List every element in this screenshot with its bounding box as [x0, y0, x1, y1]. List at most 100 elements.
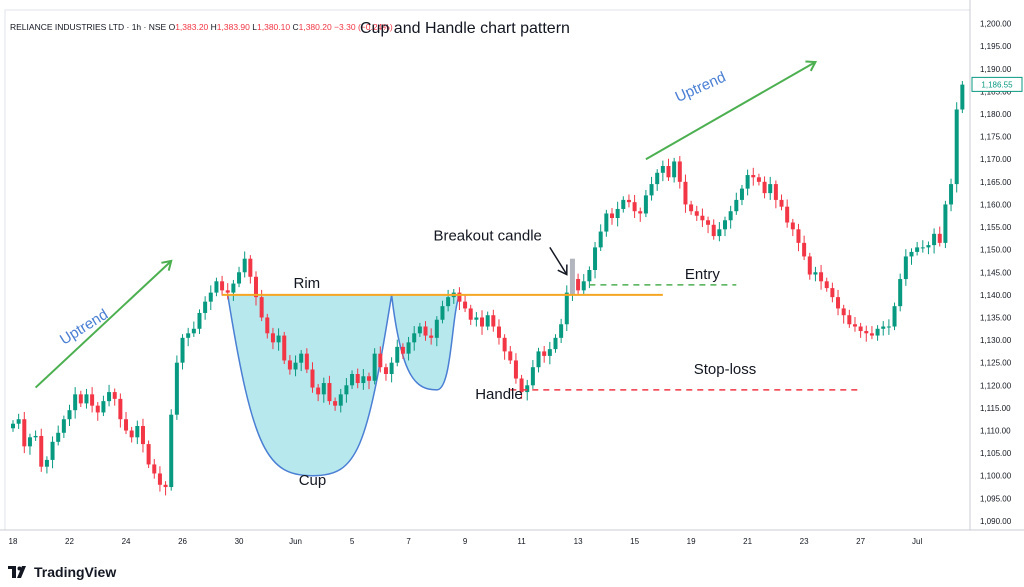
uptrend-arrow-right-head	[805, 60, 818, 72]
candle	[50, 436, 55, 469]
candle	[214, 277, 219, 297]
candle-body	[259, 297, 264, 318]
candle-body	[90, 394, 95, 406]
candle	[406, 336, 411, 361]
price-tick-label: 1,180.00	[980, 110, 1012, 119]
price-tick-label: 1,170.00	[980, 155, 1012, 164]
candle	[598, 224, 603, 252]
candle-body	[220, 281, 225, 291]
candle	[27, 433, 32, 455]
candle-body	[892, 306, 897, 327]
candle	[355, 368, 360, 389]
time-tick-label: 11	[517, 537, 526, 546]
candle-body	[310, 369, 315, 388]
candle-body	[564, 292, 569, 325]
price-tick-label: 1,110.00	[980, 427, 1011, 436]
candle-body	[118, 398, 123, 420]
candle-body	[508, 351, 513, 361]
last-price-label: 1,186.55	[981, 80, 1013, 89]
candle	[270, 327, 275, 350]
symbol-name: RELIANCE INDUSTRIES LTD · 1h · NSE	[10, 22, 167, 32]
candle-body	[502, 337, 507, 352]
candle	[836, 289, 841, 316]
candle-body	[474, 317, 479, 320]
candle	[949, 178, 954, 212]
candle-body	[350, 374, 355, 386]
candle-body	[643, 195, 648, 214]
candle	[237, 266, 242, 288]
candle-body	[723, 220, 728, 230]
candle	[101, 395, 106, 417]
candle-body	[367, 376, 372, 381]
candle	[163, 481, 168, 496]
candle	[67, 404, 72, 426]
candle-body	[824, 281, 829, 289]
candle	[932, 228, 937, 254]
candle-body	[830, 288, 835, 298]
candle-body	[180, 337, 185, 363]
candle-body	[638, 211, 643, 214]
candle-body	[355, 374, 360, 384]
candle	[898, 273, 903, 312]
price-tick-label: 1,165.00	[980, 178, 1012, 187]
candle	[129, 426, 134, 443]
time-tick-label: 9	[463, 537, 468, 546]
candle	[338, 388, 343, 413]
candle	[61, 415, 66, 438]
candle	[22, 411, 27, 454]
candle-body	[389, 362, 394, 374]
candle-body	[372, 353, 377, 381]
tradingview-logo: TradingView	[8, 564, 116, 580]
price-tick-label: 1,160.00	[980, 200, 1012, 209]
candle-body	[886, 326, 891, 328]
candle-body	[333, 401, 338, 406]
candle-body	[909, 251, 914, 257]
price-tick-label: 1,185.00	[980, 87, 1012, 96]
candle-body	[626, 199, 631, 203]
price-tick-label: 1,105.00	[980, 449, 1012, 458]
candle-body	[417, 326, 422, 334]
candle	[576, 273, 581, 294]
candle-body	[496, 326, 501, 338]
candle-body	[581, 281, 586, 291]
candle-body	[440, 306, 445, 320]
candle	[779, 194, 784, 211]
candle-body	[480, 317, 485, 327]
candle	[395, 339, 400, 367]
candle	[756, 173, 761, 186]
candle-body	[112, 392, 117, 399]
candle-body	[615, 208, 620, 218]
price-tick-label: 1,155.00	[980, 223, 1012, 232]
candle	[564, 285, 569, 332]
candle-body	[513, 360, 518, 379]
high-label: H	[210, 22, 217, 32]
candle-body	[406, 342, 411, 354]
candle	[412, 326, 417, 351]
candle-body	[949, 184, 954, 205]
uptrend-arrow-left	[34, 259, 173, 389]
candle	[282, 331, 287, 365]
breakout-arrow-shaft	[549, 246, 568, 275]
candle-body	[756, 177, 761, 182]
candle-body	[327, 383, 332, 402]
candle-body	[163, 484, 168, 488]
candle	[84, 388, 89, 409]
candle-body	[61, 419, 66, 433]
candle	[191, 321, 196, 337]
candle	[672, 157, 677, 183]
time-tick-label: 7	[406, 537, 411, 546]
candle-body	[282, 335, 287, 361]
candle-body	[321, 383, 326, 395]
candle-body	[107, 392, 112, 402]
candle	[265, 313, 270, 339]
candle	[655, 169, 660, 191]
candle	[491, 309, 496, 332]
candle-body	[660, 166, 665, 173]
candle	[739, 184, 744, 206]
candle-body	[186, 333, 191, 338]
candle	[869, 326, 874, 340]
chart-title: Cup and Handle chart pattern	[360, 20, 570, 37]
candle	[208, 285, 213, 311]
candle	[429, 328, 434, 345]
